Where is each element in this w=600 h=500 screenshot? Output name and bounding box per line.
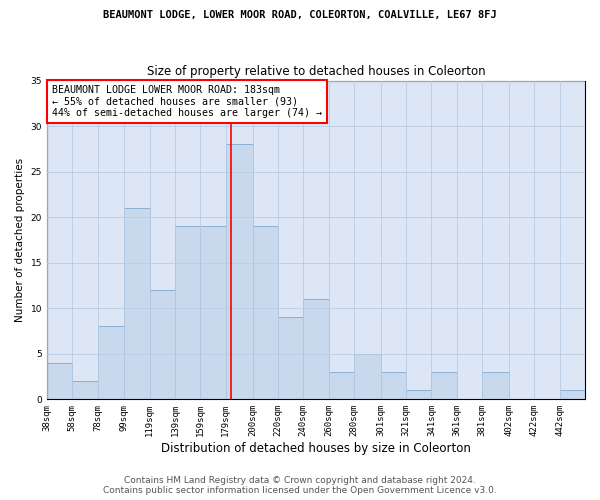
Bar xyxy=(124,208,150,400)
Text: BEAUMONT LODGE, LOWER MOOR ROAD, COLEORTON, COALVILLE, LE67 8FJ: BEAUMONT LODGE, LOWER MOOR ROAD, COLEORT… xyxy=(103,10,497,20)
Bar xyxy=(98,326,124,400)
Text: Contains HM Land Registry data © Crown copyright and database right 2024.
Contai: Contains HM Land Registry data © Crown c… xyxy=(103,476,497,495)
Bar xyxy=(253,226,278,400)
Bar xyxy=(354,354,380,400)
Bar xyxy=(406,390,431,400)
Bar xyxy=(431,372,457,400)
Bar xyxy=(482,372,509,400)
Bar xyxy=(72,381,98,400)
Bar xyxy=(380,372,406,400)
Bar xyxy=(278,318,303,400)
Bar xyxy=(560,390,585,400)
Text: BEAUMONT LODGE LOWER MOOR ROAD: 183sqm
← 55% of detached houses are smaller (93): BEAUMONT LODGE LOWER MOOR ROAD: 183sqm ←… xyxy=(52,85,322,118)
Bar xyxy=(329,372,354,400)
Title: Size of property relative to detached houses in Coleorton: Size of property relative to detached ho… xyxy=(146,65,485,78)
Bar xyxy=(226,144,253,400)
X-axis label: Distribution of detached houses by size in Coleorton: Distribution of detached houses by size … xyxy=(161,442,471,455)
Bar xyxy=(200,226,226,400)
Bar xyxy=(47,363,72,400)
Bar xyxy=(303,299,329,400)
Bar xyxy=(175,226,200,400)
Y-axis label: Number of detached properties: Number of detached properties xyxy=(15,158,25,322)
Bar xyxy=(150,290,175,400)
